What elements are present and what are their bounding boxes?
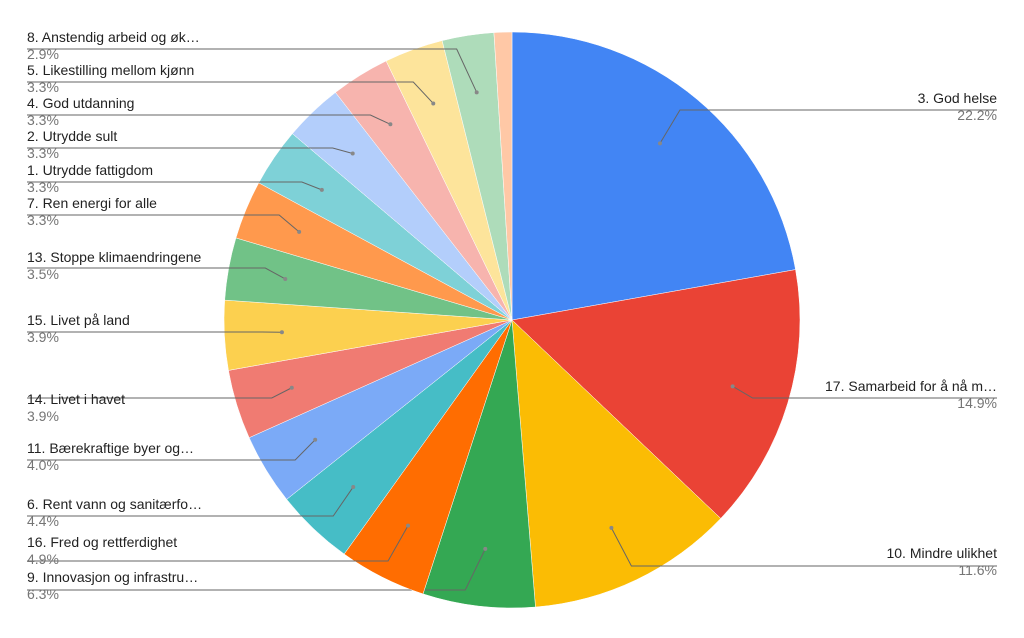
slice-label: 13. Stoppe klimaendringene bbox=[27, 249, 202, 265]
slice bbox=[511, 31, 796, 321]
leader-dot bbox=[657, 141, 662, 146]
slice-label: 17. Samarbeid for å nå m… bbox=[825, 378, 997, 394]
slice-value: 4.4% bbox=[27, 513, 59, 529]
slice bbox=[422, 319, 536, 609]
slice-label: 3. God helse bbox=[918, 90, 998, 106]
slice-value: 3.5% bbox=[27, 266, 59, 282]
leader-line bbox=[27, 267, 286, 280]
slice-label: 11. Bærekraftige byer og… bbox=[27, 440, 194, 456]
leader-dot bbox=[483, 546, 488, 551]
slice-label: 1. Utrydde fattigdom bbox=[27, 162, 153, 178]
leader-dot bbox=[350, 151, 355, 156]
leader-dot bbox=[289, 385, 294, 390]
slice-label: 9. Innovasjon og infrastru… bbox=[27, 569, 198, 585]
leader-line bbox=[610, 527, 997, 567]
slice-value: 6.3% bbox=[27, 586, 59, 602]
leader-line bbox=[27, 147, 353, 155]
slice-value: 3.9% bbox=[27, 329, 59, 345]
slice-label: 10. Mindre ulikhet bbox=[886, 545, 997, 561]
slice-label: 7. Ren energi for alle bbox=[27, 195, 157, 211]
slice bbox=[493, 31, 513, 321]
leader-dot bbox=[351, 484, 356, 489]
leader-dot bbox=[283, 276, 288, 281]
leader-line bbox=[27, 114, 391, 125]
slice-label: 5. Likestilling mellom kjønn bbox=[27, 62, 194, 78]
leader-dot bbox=[609, 525, 614, 530]
leader-dot bbox=[406, 523, 411, 528]
leader-line bbox=[659, 109, 997, 144]
slice-value: 3.9% bbox=[27, 408, 59, 424]
leader-dot bbox=[319, 187, 324, 192]
leader-line bbox=[27, 486, 354, 517]
leader-line bbox=[27, 48, 478, 93]
slice-value: 14.9% bbox=[957, 395, 997, 411]
slice-label: 8. Anstendig arbeid og øk… bbox=[27, 29, 200, 45]
slice-value: 3.3% bbox=[27, 79, 59, 95]
leader-line bbox=[27, 548, 486, 591]
slice-label: 2. Utrydde sult bbox=[27, 128, 117, 144]
leader-line bbox=[27, 439, 316, 461]
leader-dot bbox=[297, 229, 302, 234]
slice-label: 15. Livet på land bbox=[27, 312, 130, 328]
leader-dot bbox=[431, 101, 436, 106]
leader-line bbox=[27, 387, 293, 399]
slice-value: 3.3% bbox=[27, 112, 59, 128]
slice-label: 16. Fred og rettferdighet bbox=[27, 534, 177, 550]
slice-value: 3.3% bbox=[27, 145, 59, 161]
leader-line bbox=[732, 385, 997, 399]
slice-value: 3.3% bbox=[27, 212, 59, 228]
slice bbox=[511, 319, 722, 608]
leader-line bbox=[27, 81, 434, 104]
leader-line bbox=[27, 181, 323, 191]
leader-line bbox=[27, 214, 300, 233]
slice-value: 22.2% bbox=[957, 107, 997, 123]
slice-value: 4.0% bbox=[27, 457, 59, 473]
leader-dot bbox=[474, 90, 479, 95]
leader-dot bbox=[279, 330, 284, 335]
slice bbox=[511, 269, 801, 519]
slice-value: 11.6% bbox=[958, 562, 997, 578]
slice-value: 4.9% bbox=[27, 551, 59, 567]
slice-label: 14. Livet i havet bbox=[27, 391, 125, 407]
leader-line bbox=[27, 525, 409, 562]
slice-label: 6. Rent vann og sanitærfo… bbox=[27, 496, 202, 512]
slice-value: 2.9% bbox=[27, 46, 59, 62]
leader-dot bbox=[730, 384, 735, 389]
slice-value: 3.3% bbox=[27, 179, 59, 195]
leader-dot bbox=[313, 437, 318, 442]
leader-dot bbox=[388, 122, 393, 127]
slice-label: 4. God utdanning bbox=[27, 95, 134, 111]
